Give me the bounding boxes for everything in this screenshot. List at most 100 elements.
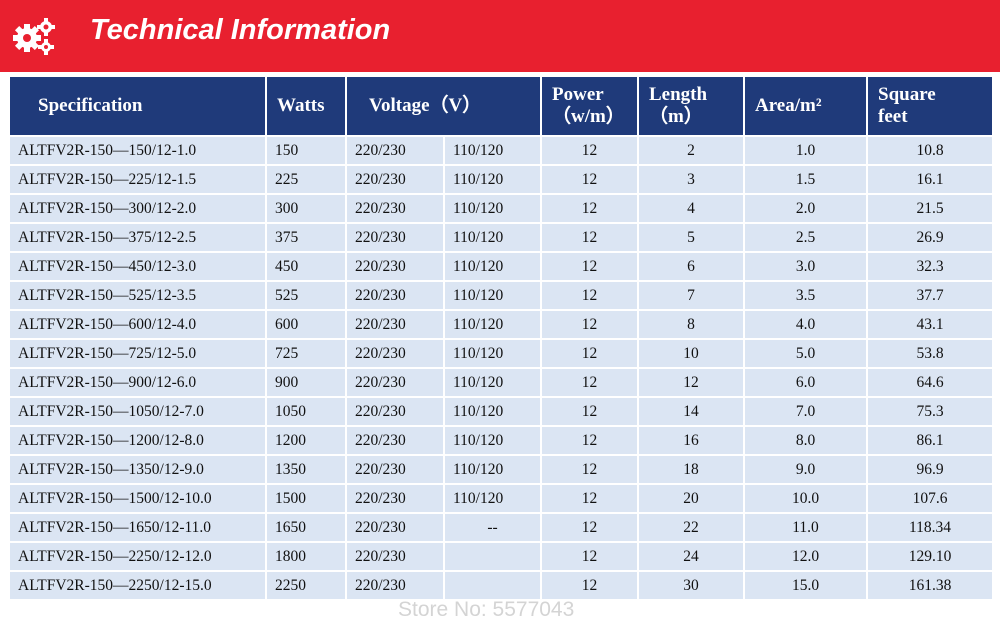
table-cell: 26.9 bbox=[866, 222, 994, 253]
table-cell: 4 bbox=[637, 193, 745, 224]
header-bar: Technical Information bbox=[0, 0, 1000, 72]
table-cell: 220/230 bbox=[345, 309, 445, 340]
table-cell: 1650 bbox=[265, 512, 347, 543]
table-cell: 220/230 bbox=[345, 454, 445, 485]
table-cell: 16.1 bbox=[866, 164, 994, 195]
table-cell: 20 bbox=[637, 483, 745, 514]
column-header: Area/m² bbox=[743, 75, 868, 137]
table-cell: 220/230 bbox=[345, 135, 445, 166]
table-cell: 110/120 bbox=[443, 280, 542, 311]
table-cell: 110/120 bbox=[443, 251, 542, 282]
table-row: ALTFV2R-150—600/12-4.0 600 220/230 110/120 1… bbox=[8, 309, 994, 340]
table-cell bbox=[443, 541, 542, 572]
table-row: ALTFV2R-150—525/12-3.5 525 220/230 110/120 1… bbox=[8, 280, 994, 311]
column-header: Square feet bbox=[866, 75, 994, 137]
table-cell: 15.0 bbox=[743, 570, 868, 601]
table-cell: 75.3 bbox=[866, 396, 994, 427]
table-cell: 900 bbox=[265, 367, 347, 398]
table-cell: ALTFV2R-150—2250/12-15.0 bbox=[8, 570, 267, 601]
table-cell: 225 bbox=[265, 164, 347, 195]
table-cell: 6 bbox=[637, 251, 745, 282]
table-cell: ALTFV2R-150—525/12-3.5 bbox=[8, 280, 267, 311]
table-cell: 1.0 bbox=[743, 135, 868, 166]
table-cell: 4.0 bbox=[743, 309, 868, 340]
table-cell: 86.1 bbox=[866, 425, 994, 456]
table-cell: 12 bbox=[540, 338, 639, 369]
table-cell: 1350 bbox=[265, 454, 347, 485]
table-cell: 1050 bbox=[265, 396, 347, 427]
table-cell: 2250 bbox=[265, 570, 347, 601]
column-header: Power （w/m） bbox=[540, 75, 639, 137]
table-cell: 7.0 bbox=[743, 396, 868, 427]
table-cell: 220/230 bbox=[345, 280, 445, 311]
table-cell: 220/230 bbox=[345, 222, 445, 253]
table-cell: 110/120 bbox=[443, 164, 542, 195]
table-cell: 600 bbox=[265, 309, 347, 340]
table-cell: 110/120 bbox=[443, 425, 542, 456]
column-header: Specification bbox=[8, 75, 267, 137]
table-cell: 12 bbox=[540, 367, 639, 398]
title: Technical Information bbox=[90, 14, 391, 46]
table-cell: 220/230 bbox=[345, 483, 445, 514]
table-cell: 7 bbox=[637, 280, 745, 311]
table-cell: 3.5 bbox=[743, 280, 868, 311]
table-cell: ALTFV2R-150—1650/12-11.0 bbox=[8, 512, 267, 543]
table-cell: 300 bbox=[265, 193, 347, 224]
table-cell: 10 bbox=[637, 338, 745, 369]
table-cell: 10.0 bbox=[743, 483, 868, 514]
table-cell: 118.34 bbox=[866, 512, 994, 543]
table-cell: 2.5 bbox=[743, 222, 868, 253]
gear-icon bbox=[13, 18, 55, 55]
table-cell: 2 bbox=[637, 135, 745, 166]
table-cell: 16 bbox=[637, 425, 745, 456]
table-cell: 5.0 bbox=[743, 338, 868, 369]
table-cell: 22 bbox=[637, 512, 745, 543]
table-cell: ALTFV2R-150—1050/12-7.0 bbox=[8, 396, 267, 427]
table-cell: 220/230 bbox=[345, 338, 445, 369]
table-row: ALTFV2R-150—1500/12-10.0 1500 220/230 110/1… bbox=[8, 483, 994, 514]
table-cell: 12 bbox=[637, 367, 745, 398]
table-cell: 2.0 bbox=[743, 193, 868, 224]
table-cell: 32.3 bbox=[866, 251, 994, 282]
table-row: ALTFV2R-150—375/12-2.5 375 220/230 110/120 1… bbox=[8, 222, 994, 253]
table-cell: 220/230 bbox=[345, 251, 445, 282]
table-cell bbox=[443, 570, 542, 601]
table-cell: ALTFV2R-150—1500/12-10.0 bbox=[8, 483, 267, 514]
column-header: Voltage（V） bbox=[345, 75, 542, 137]
table-cell: 450 bbox=[265, 251, 347, 282]
table-cell: 30 bbox=[637, 570, 745, 601]
table-cell: 6.0 bbox=[743, 367, 868, 398]
table-cell: 12 bbox=[540, 280, 639, 311]
table-cell: 220/230 bbox=[345, 512, 445, 543]
table-cell: 725 bbox=[265, 338, 347, 369]
table-cell: 12 bbox=[540, 541, 639, 572]
table-cell: ALTFV2R-150—450/12-3.0 bbox=[8, 251, 267, 282]
table-head: Specification Watts Voltage（V） Power （w/m） L… bbox=[8, 75, 994, 137]
table-cell: 129.10 bbox=[866, 541, 994, 572]
table-cell: 107.6 bbox=[866, 483, 994, 514]
table-cell: -- bbox=[443, 512, 542, 543]
table-cell: 43.1 bbox=[866, 309, 994, 340]
table-cell: 375 bbox=[265, 222, 347, 253]
table-cell: 1500 bbox=[265, 483, 347, 514]
table-cell: 110/120 bbox=[443, 222, 542, 253]
table-cell: ALTFV2R-150—300/12-2.0 bbox=[8, 193, 267, 224]
table-cell: 11.0 bbox=[743, 512, 868, 543]
table-cell: 220/230 bbox=[345, 164, 445, 195]
table-cell: 12 bbox=[540, 425, 639, 456]
table-cell: 37.7 bbox=[866, 280, 994, 311]
table-cell: 110/120 bbox=[443, 367, 542, 398]
table-row: ALTFV2R-150—2250/12-12.0 1800 220/230 12 24 1… bbox=[8, 541, 994, 572]
table-cell: 110/120 bbox=[443, 454, 542, 485]
table-cell: 18 bbox=[637, 454, 745, 485]
table-cell: 12 bbox=[540, 483, 639, 514]
table-cell: 12 bbox=[540, 222, 639, 253]
table-cell: 3.0 bbox=[743, 251, 868, 282]
table-body: ALTFV2R-150—150/12-1.0 150 220/230 110/120 1… bbox=[8, 135, 994, 601]
table-cell: 96.9 bbox=[866, 454, 994, 485]
table-cell: ALTFV2R-150—1200/12-8.0 bbox=[8, 425, 267, 456]
table-cell: 64.6 bbox=[866, 367, 994, 398]
table-cell: 12 bbox=[540, 193, 639, 224]
table-cell: 21.5 bbox=[866, 193, 994, 224]
table-cell: 5 bbox=[637, 222, 745, 253]
